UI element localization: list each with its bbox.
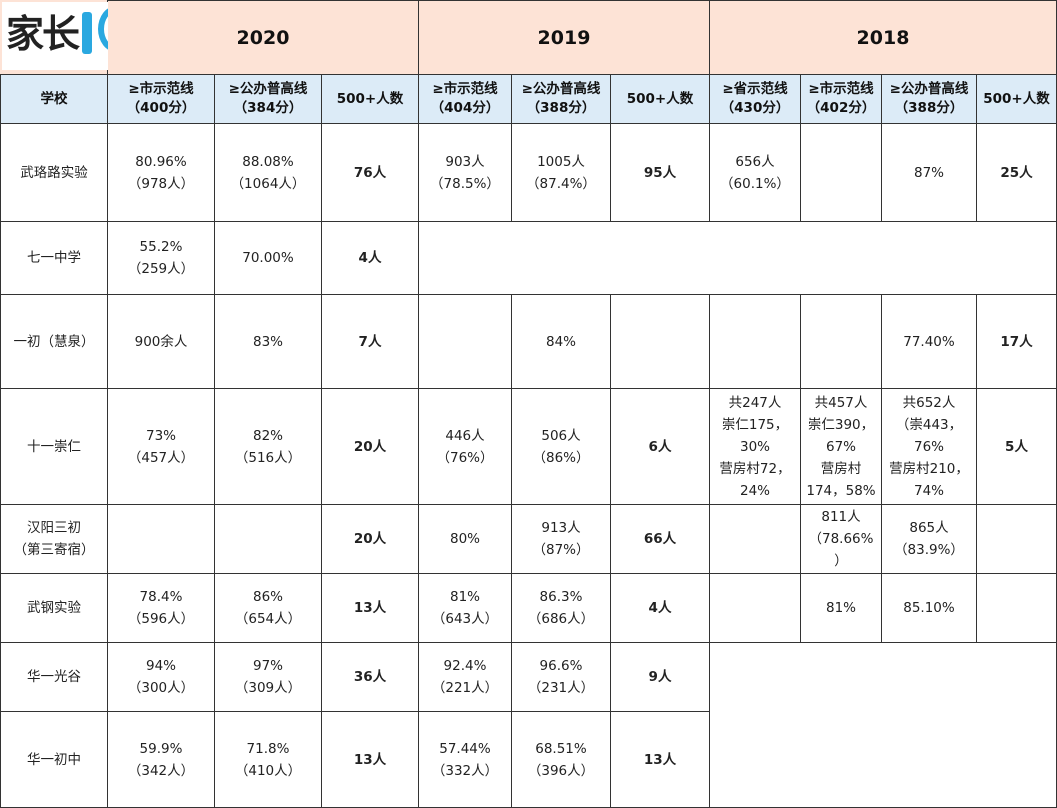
- column-header: 500+人数: [977, 75, 1057, 124]
- column-header: ≥公办普高线 （388分）: [512, 75, 611, 124]
- data-cell: [801, 295, 882, 389]
- data-cell: 1005人 （87.4%）: [512, 124, 611, 222]
- data-cell: 84%: [512, 295, 611, 389]
- data-cell: 59.9% （342人）: [108, 712, 215, 808]
- year-header-2019: 2019: [419, 0, 710, 75]
- data-cell: 70.00%: [215, 222, 322, 295]
- data-cell: 96.6% （231人）: [512, 643, 611, 712]
- data-cell: 77.40%: [882, 295, 977, 389]
- data-cell: 506人 （86%）: [512, 389, 611, 505]
- school-name: 十一崇仁: [0, 389, 108, 505]
- data-cell: [108, 505, 215, 574]
- count-cell: 25人: [977, 124, 1057, 222]
- count-cell: [977, 574, 1057, 643]
- data-cell: 83%: [215, 295, 322, 389]
- data-cell: [710, 574, 801, 643]
- data-cell: 71.8% （410人）: [215, 712, 322, 808]
- data-cell: [419, 295, 512, 389]
- data-cell: 903人 （78.5%）: [419, 124, 512, 222]
- data-cell: 656人 （60.1%）: [710, 124, 801, 222]
- data-cell: 82% （516人）: [215, 389, 322, 505]
- data-cell: 55.2% （259人）: [108, 222, 215, 295]
- empty-merged-cell: [710, 643, 1057, 808]
- count-cell: 9人: [611, 643, 710, 712]
- data-cell: [710, 505, 801, 574]
- data-cell: 97% （309人）: [215, 643, 322, 712]
- school-name: 七一中学: [0, 222, 108, 295]
- data-cell: 811人 （78.66%）: [801, 505, 882, 574]
- school-name: 武珞路实验: [0, 124, 108, 222]
- count-cell: 5人: [977, 389, 1057, 505]
- school-name: 一初（慧泉）: [0, 295, 108, 389]
- data-cell: 78.4% （596人）: [108, 574, 215, 643]
- data-cell: 共247人 崇仁175， 30% 营房村72， 24%: [710, 389, 801, 505]
- data-cell: 88.08% （1064人）: [215, 124, 322, 222]
- data-cell: 共652人 （崇443， 76% 营房村210， 74%: [882, 389, 977, 505]
- column-header: ≥公办普高线 （388分）: [882, 75, 977, 124]
- count-cell: [977, 505, 1057, 574]
- count-cell: 17人: [977, 295, 1057, 389]
- data-cell: 81% （643人）: [419, 574, 512, 643]
- logo-i-mark: [82, 12, 92, 54]
- data-cell: 80.96% （978人）: [108, 124, 215, 222]
- data-cell: 87%: [882, 124, 977, 222]
- count-cell: 6人: [611, 389, 710, 505]
- school-name: 武钢实验: [0, 574, 108, 643]
- count-cell: 20人: [322, 389, 419, 505]
- data-cell: [710, 295, 801, 389]
- empty-merged-cell: [419, 222, 1057, 295]
- data-cell: 94% （300人）: [108, 643, 215, 712]
- count-cell: 66人: [611, 505, 710, 574]
- data-cell: 80%: [419, 505, 512, 574]
- count-cell: 20人: [322, 505, 419, 574]
- data-cell: 68.51% （396人）: [512, 712, 611, 808]
- data-cell: 57.44% （332人）: [419, 712, 512, 808]
- count-cell: 4人: [322, 222, 419, 295]
- column-header: 500+人数: [322, 75, 419, 124]
- column-header: ≥省示范线 （430分）: [710, 75, 801, 124]
- data-cell: 85.10%: [882, 574, 977, 643]
- column-header: ≥市示范线 （404分）: [419, 75, 512, 124]
- count-cell: 13人: [322, 712, 419, 808]
- data-cell: 共457人 崇仁390， 67% 营房村 174，58%: [801, 389, 882, 505]
- data-cell: [215, 505, 322, 574]
- count-cell: 76人: [322, 124, 419, 222]
- data-cell: [801, 124, 882, 222]
- data-cell: 86.3% （686人）: [512, 574, 611, 643]
- count-cell: 13人: [322, 574, 419, 643]
- logo-text: 家长: [6, 12, 80, 56]
- count-cell: 36人: [322, 643, 419, 712]
- data-cell: 913人 （87%）: [512, 505, 611, 574]
- column-header: ≥公办普高线 （384分）: [215, 75, 322, 124]
- count-cell: [611, 295, 710, 389]
- data-cell: 86% （654人）: [215, 574, 322, 643]
- data-cell: 446人 （76%）: [419, 389, 512, 505]
- data-cell: 81%: [801, 574, 882, 643]
- data-cell: 73% （457人）: [108, 389, 215, 505]
- count-cell: 13人: [611, 712, 710, 808]
- school-name: 汉阳三初 （第三寄宿）: [0, 505, 108, 574]
- column-header: 500+人数: [611, 75, 710, 124]
- school-name: 华一光谷: [0, 643, 108, 712]
- school-name: 华一初中: [0, 712, 108, 808]
- year-header-2020: 2020: [108, 0, 419, 75]
- data-cell: 865人 （83.9%）: [882, 505, 977, 574]
- column-header: ≥市示范线 （402分）: [801, 75, 882, 124]
- count-cell: 7人: [322, 295, 419, 389]
- year-header-2018: 2018: [710, 0, 1057, 75]
- data-cell: 92.4% （221人）: [419, 643, 512, 712]
- column-header: 学校: [0, 75, 108, 124]
- count-cell: 95人: [611, 124, 710, 222]
- data-cell: 900余人: [108, 295, 215, 389]
- count-cell: 4人: [611, 574, 710, 643]
- column-header: ≥市示范线 （400分）: [108, 75, 215, 124]
